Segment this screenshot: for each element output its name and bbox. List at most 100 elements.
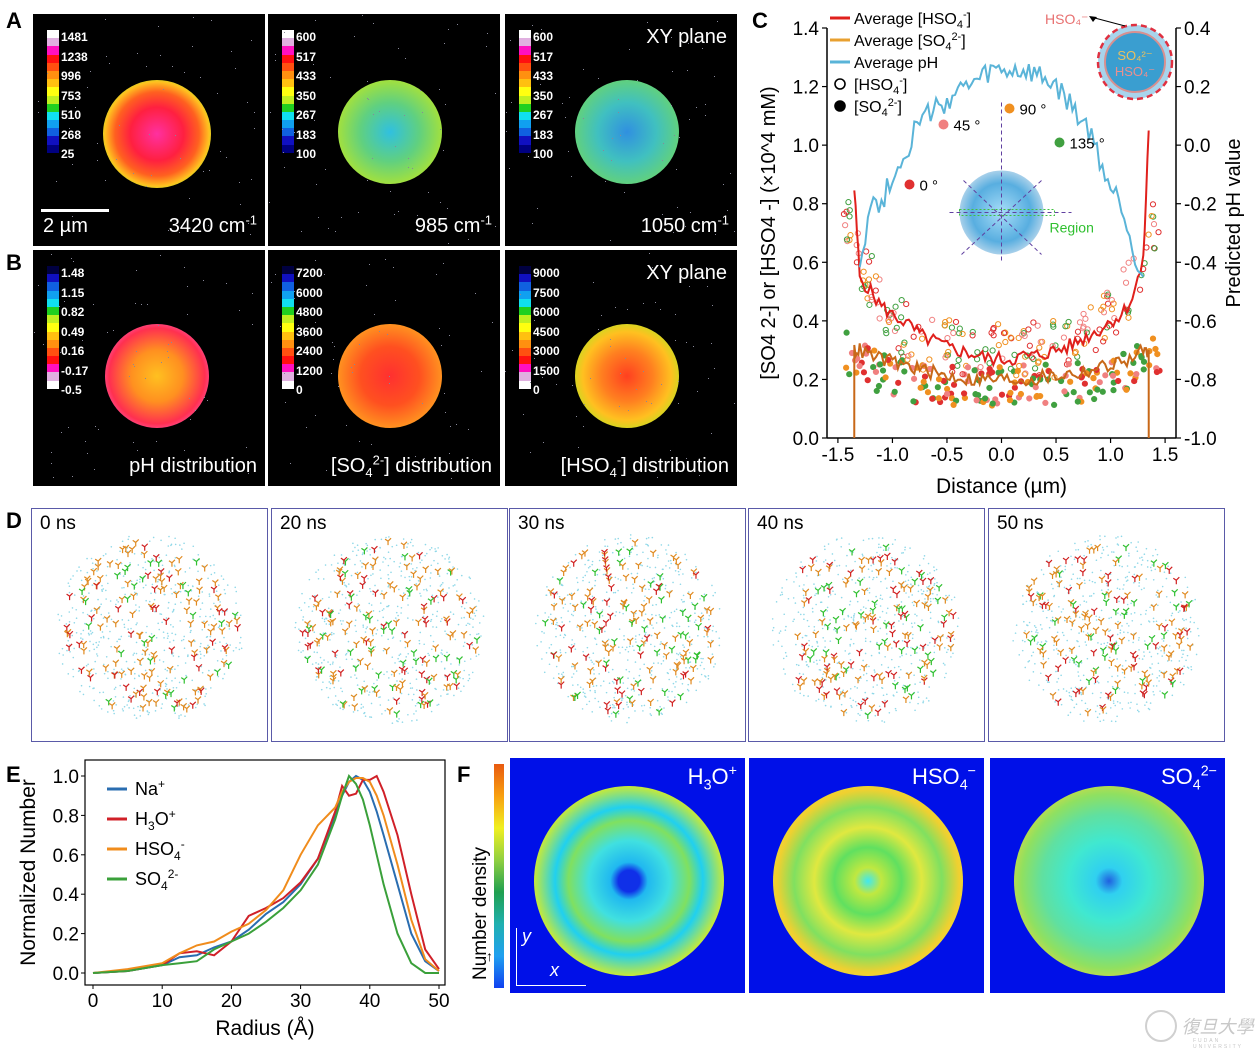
ion-molecule (847, 660, 855, 669)
water-molecule (1039, 605, 1041, 608)
noise-dot (187, 286, 188, 287)
ion-molecule (400, 541, 408, 549)
panel-label-a: A (6, 8, 22, 33)
water-molecule (1084, 702, 1087, 705)
hso4-data-point (1079, 325, 1087, 332)
ion-molecule (157, 679, 165, 688)
ion-molecule (687, 676, 695, 685)
ion-molecule (885, 669, 892, 678)
water-molecule (234, 586, 237, 589)
water-molecule (712, 625, 715, 628)
hso4-data-point (845, 199, 852, 206)
water-molecule (623, 557, 626, 560)
water-molecule (718, 608, 721, 610)
water-molecule (380, 538, 383, 541)
water-molecule (332, 703, 334, 706)
water-molecule (845, 711, 848, 714)
water-molecule (598, 551, 601, 553)
water-molecule (1035, 626, 1037, 629)
water-molecule (899, 656, 901, 658)
water-molecule (886, 587, 888, 589)
colorbar-segment (47, 70, 59, 80)
water-molecule (174, 537, 176, 540)
ion-molecule (601, 548, 608, 557)
ion-molecule (183, 705, 191, 713)
water-molecule (136, 579, 138, 582)
noise-dot (189, 398, 190, 399)
so4-data-point (1014, 367, 1021, 375)
water-molecule (794, 690, 796, 692)
water-molecule (795, 576, 798, 578)
image-caption: 985 cm-1 (415, 213, 492, 238)
colorbar-segment (47, 62, 59, 71)
water-molecule (868, 665, 870, 668)
ion-molecule (1114, 664, 1122, 672)
ion-molecule (180, 702, 188, 711)
ion-molecule (118, 595, 126, 604)
water-molecule (1135, 546, 1137, 549)
water-molecule (110, 545, 113, 548)
water-molecule (1118, 588, 1121, 591)
water-molecule (1079, 577, 1081, 580)
water-molecule (945, 672, 947, 675)
water-molecule (1138, 649, 1140, 651)
colorbar-tick-label: 7500 (533, 285, 560, 300)
water-molecule (1133, 573, 1136, 576)
water-molecule (883, 721, 886, 723)
water-molecule (670, 611, 673, 614)
water-molecule (477, 632, 480, 635)
water-molecule (617, 537, 620, 540)
water-molecule (396, 680, 398, 682)
noise-dot (596, 459, 597, 460)
water-molecule (1185, 659, 1187, 662)
water-molecule (771, 629, 774, 632)
water-molecule (416, 566, 418, 569)
ion-molecule (173, 590, 180, 599)
noise-dot (379, 331, 380, 332)
water-molecule (1063, 634, 1065, 637)
water-molecule (348, 704, 351, 707)
water-molecule (475, 605, 478, 608)
water-molecule (914, 683, 916, 685)
water-molecule (379, 696, 381, 698)
water-molecule (159, 613, 161, 615)
water-molecule (1130, 602, 1132, 605)
water-molecule (924, 601, 926, 603)
water-molecule (707, 646, 709, 648)
water-molecule (1074, 542, 1076, 545)
water-molecule (549, 613, 552, 616)
water-molecule (1168, 645, 1171, 647)
water-molecule (81, 638, 84, 640)
water-molecule (1138, 637, 1140, 639)
noise-dot (211, 20, 212, 21)
ion-molecule (423, 659, 431, 667)
colorbar-ticks: 600 517 433 350 267 183 100 (296, 28, 316, 165)
ion-molecule (1051, 618, 1059, 626)
water-molecule (1124, 576, 1127, 579)
water-molecule (927, 562, 930, 565)
colorbar-tick-label: 0 (533, 383, 540, 397)
colorbar-segment (519, 38, 531, 47)
water-molecule (356, 709, 359, 712)
noise-dot (678, 403, 679, 404)
noise-dot (679, 137, 680, 138)
water-molecule (686, 688, 689, 691)
water-molecule (425, 588, 428, 591)
water-molecule (162, 631, 165, 633)
water-molecule (369, 716, 371, 718)
panel-a-image-2: 600 517 433 350 267 183 100 985 cm-1 (268, 14, 500, 246)
water-molecule (895, 709, 897, 712)
noise-dot (97, 160, 98, 161)
water-molecule (130, 580, 133, 583)
water-molecule (614, 591, 617, 594)
water-molecule (382, 616, 384, 619)
water-molecule (877, 618, 879, 621)
noise-dot (666, 34, 667, 35)
colorbar-segment (282, 364, 294, 373)
water-molecule (636, 572, 639, 575)
panel-a-image-1: 1481 1238 996 753 510 268 25 3420 cm-1 2 µm (33, 14, 265, 246)
water-molecule (152, 536, 155, 539)
colorbar-tick-label: 1481 (61, 30, 88, 44)
noise-dot (541, 29, 542, 30)
ion-molecule (187, 639, 195, 647)
